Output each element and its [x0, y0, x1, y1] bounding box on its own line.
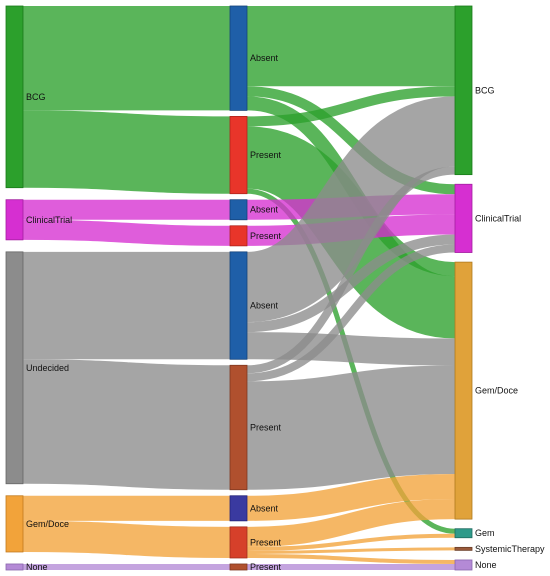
node-gd_a[interactable] [229, 495, 248, 522]
flow-link-bcg_l-bcg_p[interactable] [22, 110, 231, 194]
node-label-bcg_r: BCG [475, 85, 495, 95]
flow-link-bcg_p-bcg_r[interactable] [246, 86, 456, 127]
node-sys_r[interactable] [454, 546, 473, 551]
sankey-nodes [5, 5, 473, 571]
node-label-none_p: Present [250, 562, 282, 572]
node-bcg_a[interactable] [229, 5, 248, 111]
node-none_p[interactable] [229, 563, 248, 571]
flow-link-gd_a-gd_r[interactable] [246, 473, 456, 521]
flow-link-bcg_a-ct_r[interactable] [246, 86, 456, 195]
node-none_l[interactable] [5, 563, 24, 571]
node-gd_l[interactable] [5, 495, 24, 553]
flow-link-und_a-bcg_r[interactable] [244, 96, 458, 323]
node-label-ct_l: ClinicalTrial [26, 215, 72, 225]
sankey-links [22, 5, 458, 570]
node-nonr_r[interactable] [454, 559, 473, 571]
node-label-sys_r: SystemicTherapy [475, 544, 545, 554]
flow-link-gd_p-gem_r[interactable] [246, 533, 456, 551]
node-bcg_l[interactable] [5, 5, 24, 189]
node-bcg_p[interactable] [229, 116, 248, 195]
flow-link-gd_p-sys_r[interactable] [246, 547, 456, 554]
node-label-und_l: Undecided [26, 363, 69, 373]
node-ct_p[interactable] [229, 225, 248, 247]
flow-link-und_p-bcg_r[interactable] [246, 166, 456, 374]
node-label-ct_r: ClinicalTrial [475, 213, 521, 223]
flow-link-und_p-gd_r[interactable] [246, 365, 456, 490]
node-label-und_a: Absent [250, 301, 279, 311]
flow-link-gd_l-gd_p[interactable] [22, 520, 231, 558]
node-ct_l[interactable] [5, 199, 24, 241]
node-label-ct_p: Present [250, 231, 282, 241]
flow-link-gd_p-nonr_r[interactable] [246, 553, 456, 564]
flow-link-und_a-ct_r[interactable] [246, 234, 456, 333]
node-label-nonr_r: None [475, 560, 497, 570]
sankey-labels: BCG ClinicalTrial Undecided Gem/Doce None Abs… [26, 53, 545, 572]
node-label-gem_r: Gem [475, 528, 495, 538]
node-label-gd_l: Gem/Doce [26, 519, 69, 529]
node-label-gd_p: Present [250, 537, 282, 547]
node-gd_r[interactable] [454, 261, 473, 520]
node-label-ct_a: Absent [250, 205, 279, 215]
flow-link-und_l-und_p[interactable] [22, 359, 231, 490]
node-und_a[interactable] [229, 251, 248, 360]
flow-link-ct_l-ct_p[interactable] [22, 219, 231, 246]
node-und_l[interactable] [5, 251, 24, 485]
node-label-gd_a: Absent [250, 503, 279, 513]
node-label-bcg_a: Absent [250, 53, 279, 63]
node-label-und_p: Present [250, 423, 282, 433]
node-und_p[interactable] [229, 364, 248, 491]
node-ct_r[interactable] [454, 183, 473, 253]
node-label-none_l: None [26, 562, 48, 572]
node-bcg_r[interactable] [454, 5, 473, 176]
flow-link-und_a-gd_r[interactable] [246, 332, 456, 366]
node-label-bcg_p: Present [250, 150, 282, 160]
node-label-bcg_l: BCG [26, 92, 46, 102]
node-label-gd_r: Gem/Doce [475, 386, 518, 396]
flow-link-und_p-ct_r[interactable] [246, 244, 456, 382]
node-gem_r[interactable] [454, 528, 473, 539]
flow-link-gd_p-gd_r[interactable] [246, 499, 456, 547]
node-ct_a[interactable] [229, 199, 248, 221]
node-gd_p[interactable] [229, 526, 248, 559]
